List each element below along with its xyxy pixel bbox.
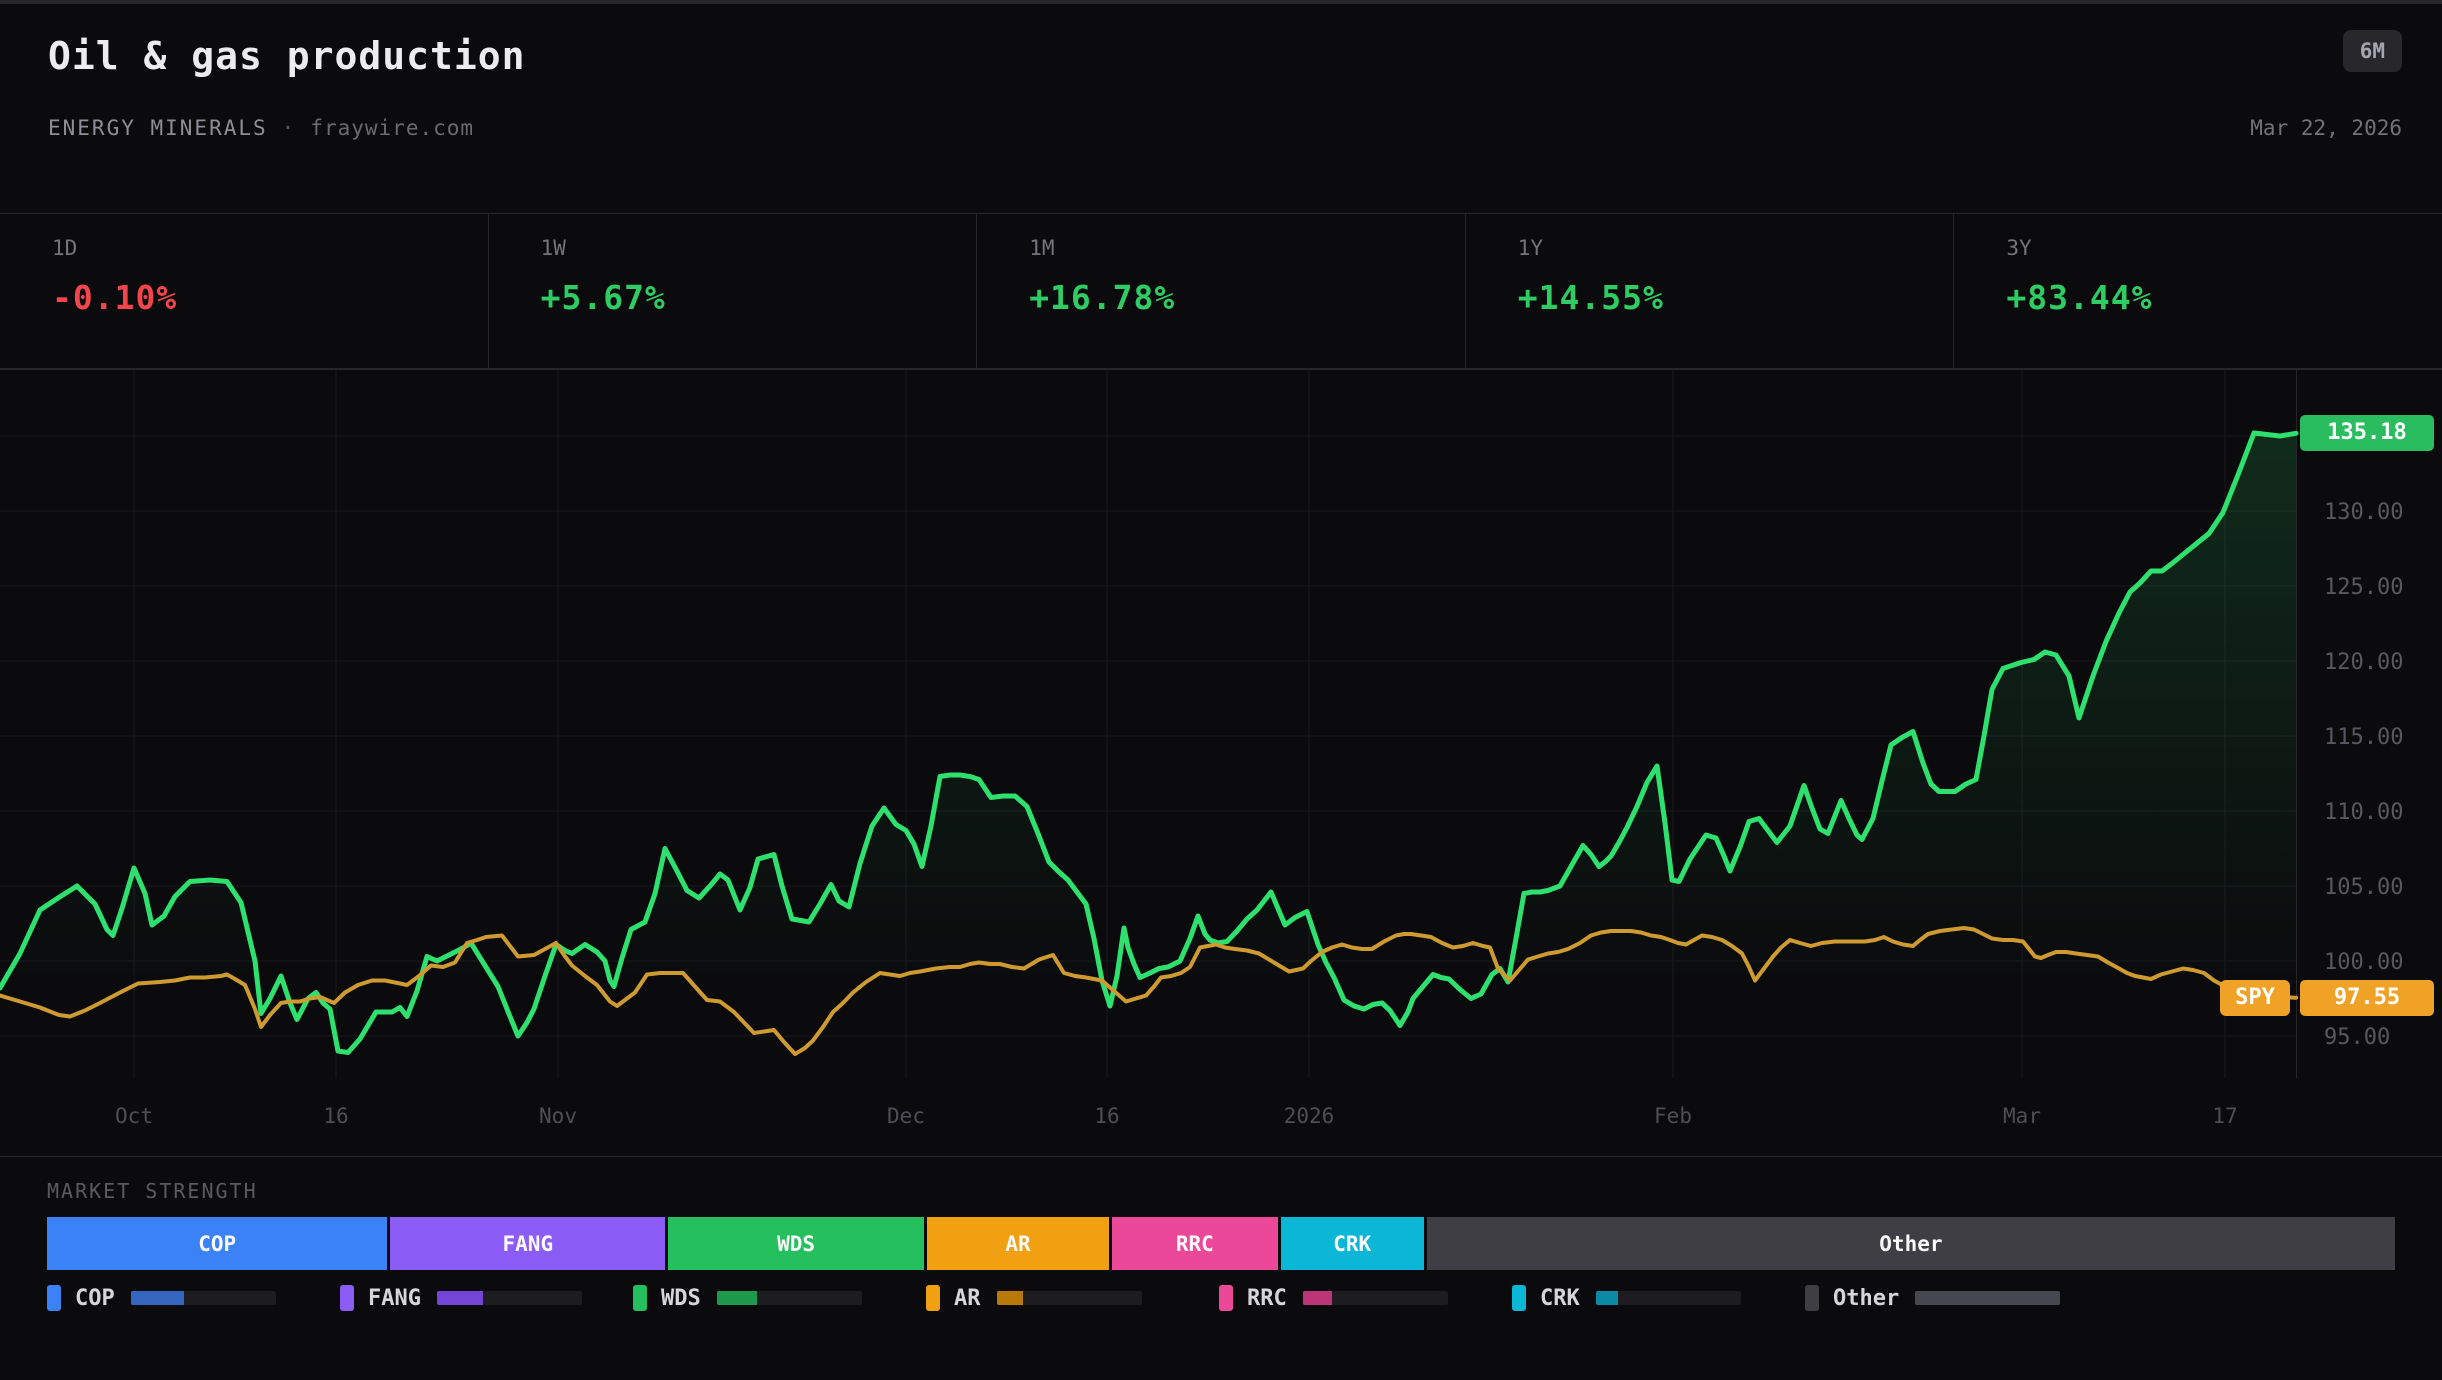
legend-item-wds[interactable]: WDS bbox=[633, 1285, 926, 1311]
x-tick-label: 16 bbox=[1047, 1104, 1167, 1128]
strength-segment-crk[interactable]: CRK bbox=[1281, 1217, 1424, 1270]
legend-ticker-label: RRC bbox=[1247, 1286, 1287, 1311]
market-strength-legend: COP FANG WDS AR RRC CRK Other bbox=[47, 1285, 2395, 1311]
stat-1d: 1D -0.10% bbox=[0, 214, 488, 368]
report-date: Mar 22, 2026 bbox=[2250, 116, 2402, 140]
market-strength-title: MARKET STRENGTH bbox=[47, 1157, 2395, 1203]
stat-3y: 3Y +83.44% bbox=[1953, 214, 2442, 368]
index-last-price-badge: 135.18 bbox=[2300, 415, 2434, 451]
stat-1y: 1Y +14.55% bbox=[1465, 214, 1954, 368]
stat-value: +14.55% bbox=[1518, 278, 1954, 317]
legend-item-rrc[interactable]: RRC bbox=[1219, 1285, 1512, 1311]
legend-item-cop[interactable]: COP bbox=[47, 1285, 340, 1311]
stat-label: 1M bbox=[1029, 236, 1465, 260]
index-area-fill bbox=[0, 433, 2296, 1078]
stat-value: +5.67% bbox=[541, 278, 977, 317]
stat-label: 3Y bbox=[2006, 236, 2442, 260]
stat-value: +16.78% bbox=[1029, 278, 1465, 317]
x-tick-label: 16 bbox=[276, 1104, 396, 1128]
x-tick-label: Nov bbox=[498, 1104, 618, 1128]
y-tick-label: 120.00 bbox=[2324, 650, 2403, 675]
legend-ticker-label: Other bbox=[1833, 1286, 1899, 1311]
separator-dot: · bbox=[282, 116, 297, 140]
chart-canvas[interactable]: 130.00 125.00 120.00 115.00 110.00 105.00 100.… bbox=[0, 369, 2442, 1078]
x-tick-label: Feb bbox=[1613, 1104, 1733, 1128]
segment-ticker-label: FANG bbox=[503, 1232, 554, 1256]
y-tick-label: 110.00 bbox=[2324, 800, 2403, 825]
legend-item-crk[interactable]: CRK bbox=[1512, 1285, 1805, 1311]
segment-ticker-label: AR bbox=[1005, 1232, 1030, 1256]
legend-ticker-label: WDS bbox=[661, 1286, 701, 1311]
legend-color-chip bbox=[47, 1285, 61, 1311]
legend-ticker-label: COP bbox=[75, 1286, 115, 1311]
stat-label: 1W bbox=[541, 236, 977, 260]
subtitle: ENERGY MINERALS · fraywire.com bbox=[48, 116, 474, 140]
x-tick-label: Oct bbox=[74, 1104, 194, 1128]
spy-ticker-badge: SPY bbox=[2220, 980, 2290, 1016]
stat-label: 1D bbox=[52, 236, 488, 260]
source-link[interactable]: fraywire.com bbox=[310, 116, 474, 140]
segment-ticker-label: CRK bbox=[1333, 1232, 1371, 1256]
page-title: Oil & gas production bbox=[48, 34, 2394, 78]
stat-1w: 1W +5.67% bbox=[488, 214, 977, 368]
legend-item-other[interactable]: Other bbox=[1805, 1285, 2060, 1311]
y-tick-label: 115.00 bbox=[2324, 725, 2403, 750]
legend-color-chip bbox=[340, 1285, 354, 1311]
legend-color-chip bbox=[926, 1285, 940, 1311]
market-strength-panel: MARKET STRENGTH COPFANGWDSARRRCCRKOther … bbox=[0, 1157, 2442, 1379]
stat-1m: 1M +16.78% bbox=[976, 214, 1465, 368]
header: Oil & gas production ENERGY MINERALS · fra… bbox=[0, 4, 2442, 213]
x-axis: Oct 16 Nov Dec 16 2026 Feb Mar 17 bbox=[0, 1078, 2442, 1157]
y-tick-label: 105.00 bbox=[2324, 875, 2403, 900]
legend-color-chip bbox=[633, 1285, 647, 1311]
y-tick-label: 95.00 bbox=[2324, 1025, 2390, 1050]
legend-strength-meter bbox=[717, 1291, 862, 1305]
legend-item-fang[interactable]: FANG bbox=[340, 1285, 633, 1311]
legend-item-ar[interactable]: AR bbox=[926, 1285, 1219, 1311]
performance-stats-row: 1D -0.10% 1W +5.67% 1M +16.78% 1Y +14.55… bbox=[0, 213, 2442, 369]
legend-color-chip bbox=[1805, 1285, 1819, 1311]
strength-segment-wds[interactable]: WDS bbox=[668, 1217, 924, 1270]
legend-ticker-label: AR bbox=[954, 1286, 981, 1311]
segment-ticker-label: COP bbox=[198, 1232, 236, 1256]
strength-segment-other[interactable]: Other bbox=[1427, 1217, 2395, 1270]
legend-strength-meter bbox=[437, 1291, 582, 1305]
legend-strength-meter bbox=[1303, 1291, 1448, 1305]
stat-value: +83.44% bbox=[2006, 278, 2442, 317]
legend-ticker-label: FANG bbox=[368, 1286, 421, 1311]
x-tick-label: 2026 bbox=[1249, 1104, 1369, 1128]
legend-strength-meter bbox=[997, 1291, 1142, 1305]
x-tick-label: Mar bbox=[1962, 1104, 2082, 1128]
spy-last-price-badge: 97.55 bbox=[2300, 980, 2434, 1016]
legend-strength-meter bbox=[131, 1291, 276, 1305]
legend-color-chip bbox=[1219, 1285, 1233, 1311]
y-tick-label: 125.00 bbox=[2324, 575, 2403, 600]
strength-segment-cop[interactable]: COP bbox=[47, 1217, 387, 1270]
strength-segment-ar[interactable]: AR bbox=[927, 1217, 1109, 1270]
y-tick-label: 130.00 bbox=[2324, 500, 2403, 525]
stat-label: 1Y bbox=[1518, 236, 1954, 260]
segment-ticker-label: WDS bbox=[777, 1232, 815, 1256]
x-tick-label: Dec bbox=[846, 1104, 966, 1128]
category-label: ENERGY MINERALS bbox=[48, 116, 268, 140]
x-tick-label: 17 bbox=[2165, 1104, 2285, 1128]
legend-strength-meter bbox=[1915, 1291, 2060, 1305]
y-tick-label: 100.00 bbox=[2324, 950, 2403, 975]
price-chart[interactable]: 130.00 125.00 120.00 115.00 110.00 105.00 100.… bbox=[0, 369, 2442, 1078]
strength-segment-rrc[interactable]: RRC bbox=[1112, 1217, 1278, 1270]
legend-color-chip bbox=[1512, 1285, 1526, 1311]
segment-ticker-label: Other bbox=[1879, 1232, 1942, 1256]
legend-ticker-label: CRK bbox=[1540, 1286, 1580, 1311]
legend-strength-meter bbox=[1596, 1291, 1741, 1305]
timerange-badge[interactable]: 6M bbox=[2343, 30, 2402, 72]
strength-segment-fang[interactable]: FANG bbox=[390, 1217, 665, 1270]
market-strength-bar: COP FANG WDS AR RRC CRK Other bbox=[47, 1217, 2395, 1270]
stat-value: -0.10% bbox=[52, 278, 488, 317]
segment-ticker-label: RRC bbox=[1176, 1232, 1214, 1256]
